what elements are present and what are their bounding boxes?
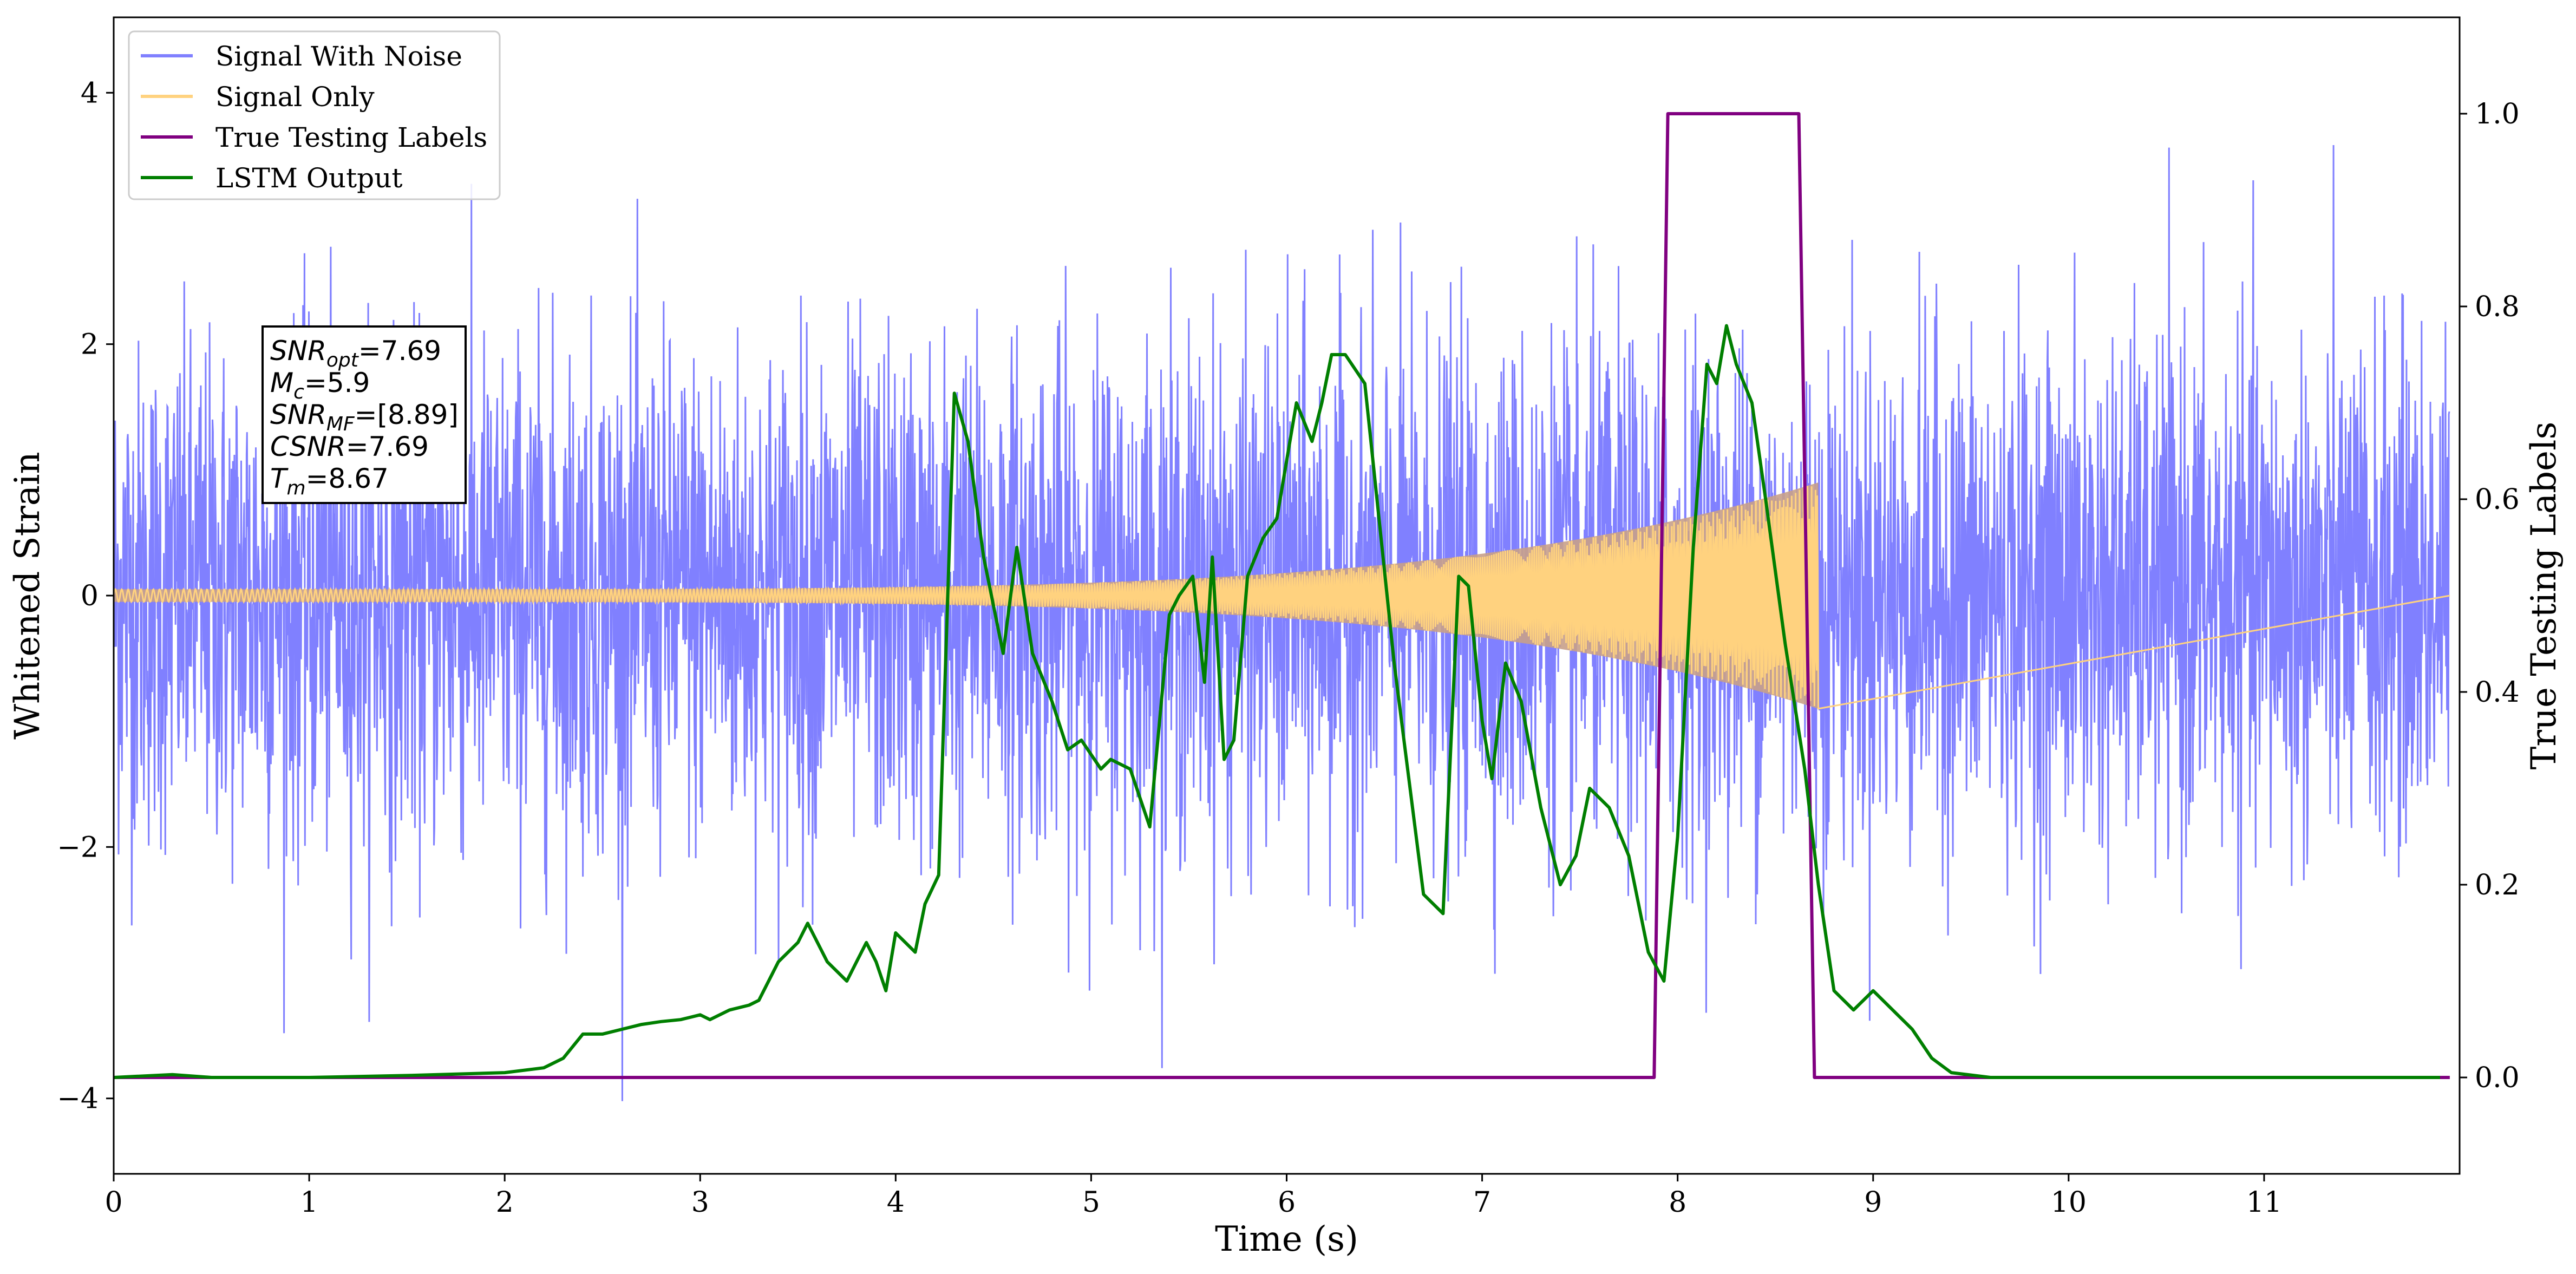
- annotation-box: SNRopt=7.69Mc=5.9SNRMF=[8.89]CSNR=7.69Tm…: [261, 325, 467, 504]
- series-true-testing-labels: [114, 112, 2450, 1079]
- x-tick-label: 1: [300, 1186, 318, 1219]
- y-tick-label: −4: [57, 1083, 99, 1115]
- x-axis-label: Time (s): [1215, 1219, 1358, 1259]
- y-tick-label: −2: [57, 831, 99, 864]
- y-axis-label: Whitened Strain: [8, 452, 48, 739]
- y-tick-label: 4: [81, 77, 99, 109]
- legend-label: True Testing Labels: [215, 122, 487, 153]
- annotation-line: Tm=8.67: [270, 463, 389, 499]
- series-lstm-output: [114, 324, 2440, 1079]
- y-tick-label: 2: [81, 329, 99, 361]
- y2-tick-label: 0.8: [2475, 291, 2520, 323]
- axis-ticks: 0 1 2 3 4 5 6 7 8 9 10 11 −4 −2 0 2 4 0.0 0.2 0.4 0.6 0.8 1.0: [57, 77, 2519, 1219]
- series-signal-with-noise: [114, 145, 2450, 1101]
- y2-tick-label: 0.4: [2475, 676, 2520, 709]
- legend-frame: [128, 30, 501, 200]
- y2-tick-label: 1.0: [2475, 98, 2520, 130]
- annotation-line: SNRopt=7.69: [270, 335, 441, 371]
- y-tick-label: 0: [81, 580, 99, 612]
- x-tick-label: 5: [1082, 1186, 1100, 1219]
- series-signal-only: [114, 486, 2450, 710]
- x-tick-label: 9: [1864, 1186, 1882, 1219]
- x-tick-label: 3: [691, 1186, 709, 1219]
- x-tick-label: 10: [2051, 1186, 2087, 1219]
- plot-area: [114, 112, 2450, 1101]
- y2-tick-label: 0.2: [2475, 869, 2520, 901]
- x-tick-label: 6: [1278, 1186, 1296, 1219]
- x-tick-label: 11: [2246, 1186, 2282, 1219]
- annotation-line: Mc=5.9: [270, 367, 370, 403]
- annotation-line: SNRMF=[8.89]: [270, 399, 459, 435]
- x-tick-label: 7: [1473, 1186, 1491, 1219]
- legend: Signal With Noise Signal Only True Testing…: [128, 30, 501, 200]
- legend-label: Signal Only: [215, 81, 375, 113]
- x-tick-label: 8: [1669, 1186, 1686, 1219]
- y2-tick-label: 0.0: [2475, 1062, 2520, 1094]
- y2-tick-label: 0.6: [2475, 484, 2520, 516]
- legend-label: Signal With Noise: [215, 41, 462, 72]
- y2-axis-label: True Testing Labels: [2524, 422, 2564, 770]
- x-tick-label: 0: [104, 1186, 122, 1219]
- annotation-frame: [261, 325, 467, 504]
- annotation-line: CSNR=7.69: [270, 431, 429, 462]
- legend-label: LSTM Output: [215, 162, 402, 194]
- x-tick-label: 4: [887, 1186, 905, 1219]
- x-tick-label: 2: [496, 1186, 514, 1219]
